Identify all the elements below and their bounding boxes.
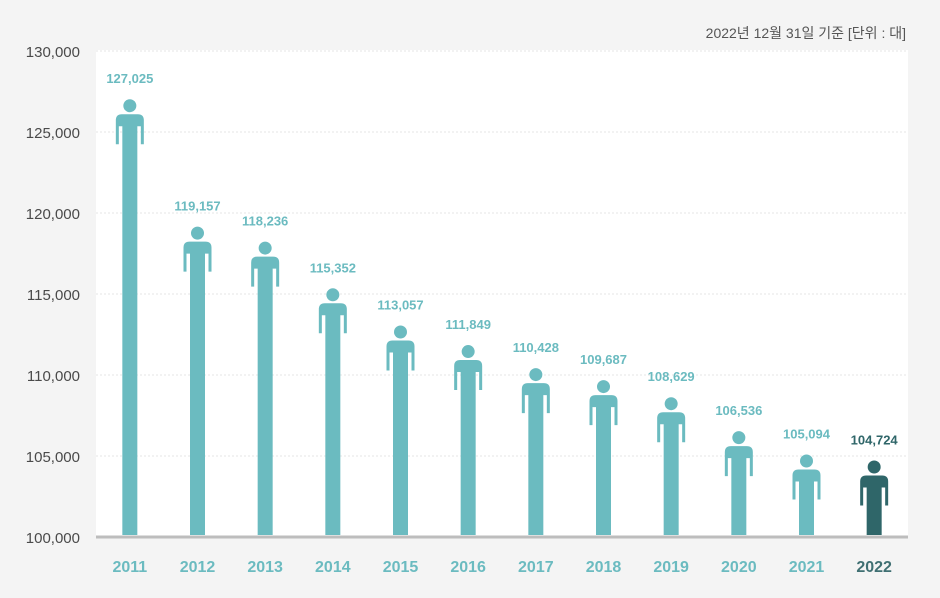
- person-body: [724, 446, 753, 535]
- person-body: [792, 469, 821, 535]
- x-tick-label-2020: 2020: [721, 559, 757, 576]
- value-label-2013: 118,236: [242, 214, 288, 229]
- value-label-2016: 111,849: [445, 317, 491, 332]
- value-label-2021: 105,094: [783, 426, 831, 441]
- value-label-2020: 106,536: [715, 403, 762, 418]
- x-tick-label-2015: 2015: [383, 559, 419, 576]
- person-body: [318, 303, 347, 535]
- bar-2019: [657, 397, 686, 535]
- value-label-2017: 110,428: [513, 340, 559, 355]
- value-label-2015: 113,057: [377, 297, 423, 312]
- value-label-2019: 108,629: [648, 369, 695, 384]
- person-head: [664, 397, 678, 411]
- person-body: [521, 383, 550, 535]
- person-body: [115, 114, 144, 535]
- value-label-2014: 115,352: [310, 260, 356, 275]
- y-tick-label: 125,000: [26, 125, 80, 142]
- bar-2014: [318, 288, 347, 535]
- person-head: [191, 226, 204, 240]
- value-label-2018: 109,687: [580, 352, 627, 367]
- person-body: [386, 340, 415, 535]
- bar-2013: [251, 241, 280, 535]
- y-tick-label: 130,000: [26, 44, 80, 61]
- bar-2015: [386, 325, 415, 535]
- bars: [115, 99, 889, 535]
- x-tick-label-2021: 2021: [789, 559, 825, 576]
- y-tick-label: 105,000: [26, 449, 80, 466]
- person-head: [867, 460, 881, 474]
- x-tick-label-2017: 2017: [518, 559, 554, 576]
- person-head: [123, 99, 137, 113]
- value-label-2022: 104,724: [851, 432, 899, 447]
- value-labels: 127,025 119,157 118,236 115,352 113,057 111,8…: [106, 71, 898, 447]
- y-tick-label: 100,000: [26, 530, 80, 547]
- person-body: [860, 475, 889, 535]
- bar-2018: [589, 380, 618, 535]
- person-body: [251, 256, 280, 535]
- y-tick-label: 110,000: [27, 368, 80, 385]
- bar-2020: [724, 431, 753, 535]
- x-tick-label-2018: 2018: [586, 559, 622, 576]
- bar-2022: [860, 460, 889, 535]
- x-tick-label-2013: 2013: [247, 559, 283, 576]
- person-head: [800, 454, 813, 468]
- x-tick-label-2014: 2014: [315, 559, 351, 576]
- person-head: [529, 368, 543, 382]
- x-tick-label-2016: 2016: [450, 559, 486, 576]
- person-body: [454, 360, 483, 535]
- x-tick-label-2019: 2019: [653, 559, 689, 576]
- person-head: [597, 380, 610, 394]
- bar-2012: [183, 226, 212, 535]
- person-head: [461, 345, 475, 359]
- y-tick-label: 120,000: [26, 206, 80, 223]
- person-head: [732, 431, 746, 445]
- bar-2017: [521, 368, 550, 535]
- person-body: [657, 412, 686, 535]
- y-axis-ticks: 100,000 105,000 110,000 115,000 120,000 125,0…: [26, 44, 80, 547]
- person-head: [326, 288, 340, 302]
- x-tick-label-2011: 2011: [112, 559, 147, 576]
- grid-lines: [96, 50, 908, 457]
- bar-2011: [115, 99, 144, 535]
- person-head: [258, 241, 272, 255]
- x-tick-label-2022: 2022: [856, 559, 892, 576]
- bar-2021: [792, 454, 821, 535]
- person-body: [589, 395, 618, 535]
- unit-note: 2022년 12월 31일 기준 [단위 : 대]: [706, 25, 906, 41]
- x-axis-ticks: 2011 2012 2013 2014 2015 2016 2017 2018 2019 2020…: [112, 559, 892, 576]
- value-label-2012: 119,157: [174, 199, 220, 214]
- person-head: [394, 325, 407, 339]
- bar-2016: [454, 345, 483, 535]
- value-label-2011: 127,025: [106, 71, 153, 86]
- x-tick-label-2012: 2012: [180, 559, 216, 576]
- person-body: [183, 241, 212, 535]
- y-tick-label: 115,000: [27, 287, 80, 304]
